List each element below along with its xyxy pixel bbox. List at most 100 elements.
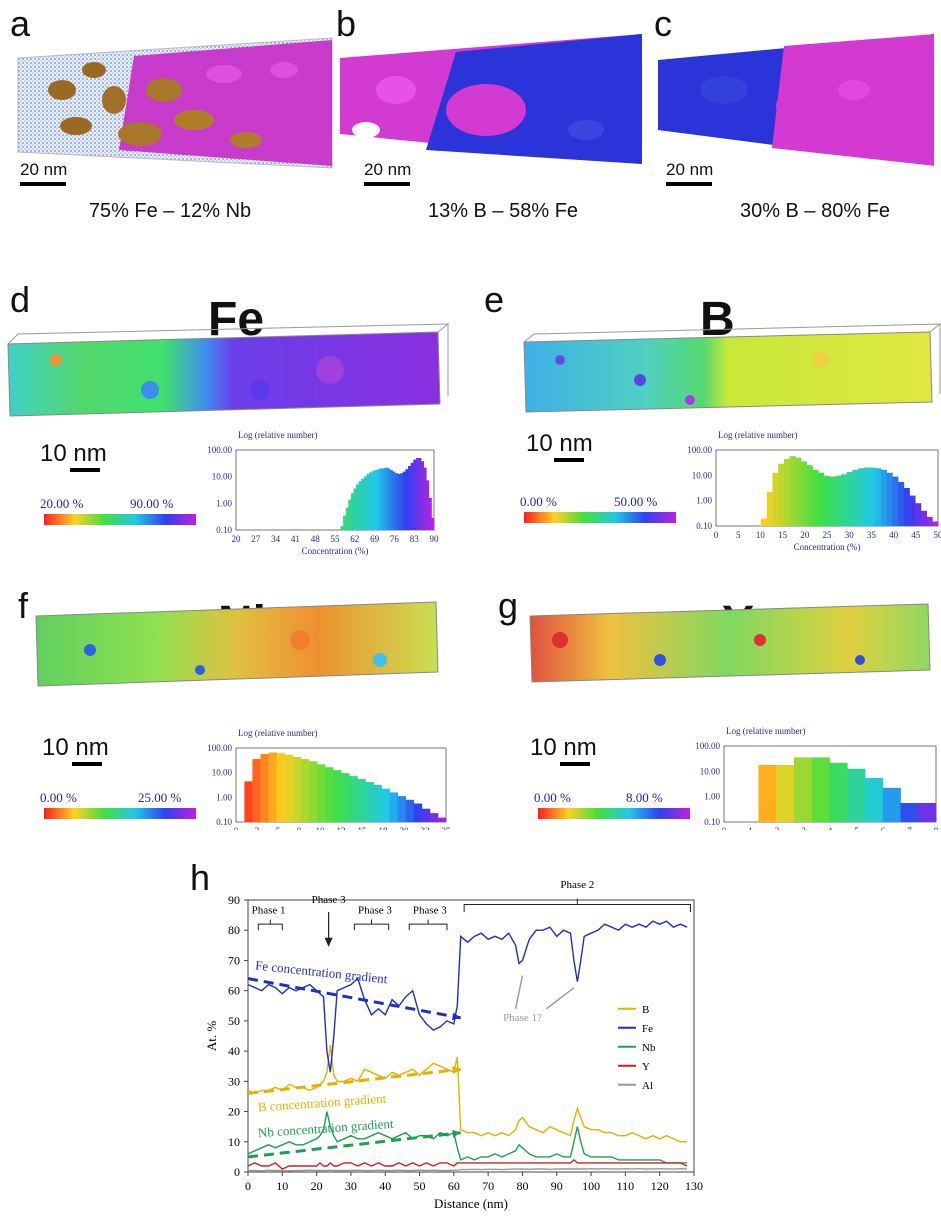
histogram-xtick: 0: [714, 530, 719, 540]
histogram-bar: [806, 465, 813, 526]
histogram-bar: [758, 765, 777, 822]
histogram-xtick: 30: [845, 530, 855, 540]
x-tick-label: 10: [276, 1179, 288, 1193]
histogram-bar: [397, 474, 401, 530]
histogram-bar: [818, 472, 825, 526]
histogram-bar: [869, 467, 876, 526]
histogram-bar: [374, 470, 378, 530]
histogram-bar: [400, 473, 404, 530]
histogram-xtick: 15: [358, 826, 368, 830]
histogram-bar: [880, 469, 888, 526]
histogram-xtick: 83: [410, 534, 420, 544]
histogram-bar: [840, 474, 848, 526]
histogram-xlabel: Concentration (%): [302, 546, 369, 556]
histogram-bar: [308, 761, 318, 822]
histogram-bar: [892, 476, 899, 526]
histogram-bar: [402, 471, 406, 530]
histogram-ylabel: Log (relative number): [238, 728, 317, 738]
arrow-phase1q-b: [546, 987, 575, 1010]
histogram-ytick: 1.00: [216, 498, 232, 508]
map-y: [529, 603, 931, 683]
histogram-xtick: 23: [421, 826, 431, 830]
legend-label-nb: Nb: [642, 1042, 656, 1054]
x-tick-label: 60: [448, 1179, 460, 1193]
histogram-xtick: 25: [442, 826, 452, 830]
histogram-ytick: 1.00: [696, 496, 712, 506]
histogram-bar: [387, 468, 391, 530]
histogram-bar: [835, 475, 842, 526]
y-tick-label: 90: [228, 893, 240, 907]
histogram-bar: [345, 507, 349, 530]
histogram-bar: [252, 759, 261, 822]
x-tick-label: 0: [245, 1179, 251, 1193]
histogram-ytick: 10.00: [692, 470, 713, 480]
histogram-xtick: 55: [331, 534, 341, 544]
map-b: [523, 323, 941, 413]
gradient-arrowhead-b: [452, 1066, 461, 1075]
histogram-bar: [316, 764, 326, 822]
histogram-xtick: 18: [379, 826, 389, 830]
histogram-bar: [428, 498, 432, 530]
histogram-xtick: 5: [854, 826, 859, 830]
histogram-bar: [847, 768, 866, 822]
histogram-ytick: 0.10: [216, 525, 232, 535]
histogram-bar: [421, 461, 425, 530]
histogram-xtick: 34: [271, 534, 281, 544]
histogram-bar: [415, 458, 419, 530]
histogram-xtick: 20: [800, 530, 810, 540]
histogram-xtick: 6: [881, 826, 886, 830]
annotation-phase1: Phase 1: [252, 905, 286, 917]
histogram-bar: [418, 458, 422, 530]
histogram-bar: [793, 757, 813, 822]
histogram-bar: [413, 459, 417, 530]
annotation-phase1q: Phase 1?: [503, 1012, 542, 1024]
histogram-xtick: 27: [251, 534, 261, 544]
histogram-bar: [863, 467, 870, 526]
histogram-bar: [361, 478, 365, 530]
histogram-xtick: 0: [722, 826, 727, 830]
histogram-bar: [858, 468, 865, 526]
histogram-xtick: 5: [736, 530, 741, 540]
series-line-nb: [247, 1111, 688, 1164]
histogram-fe: Log (relative number) 100.00 10.00 1.00 0.10…: [207, 430, 439, 556]
annotation-phase2: Phase 2: [560, 879, 594, 891]
histogram-bar: [384, 467, 388, 530]
annotation-phase3-a: Phase 3: [358, 905, 392, 917]
histogram-bar: [268, 752, 278, 822]
histogram-xtick: 8: [297, 826, 302, 830]
histogram-bar: [350, 493, 354, 530]
map-nb: [35, 601, 439, 687]
y-tick-label: 30: [228, 1074, 240, 1088]
histogram-xtick: 20: [400, 826, 410, 830]
histogram-xtick: 50: [934, 530, 941, 540]
y-tick-label: 20: [228, 1105, 240, 1119]
reconstruction-a: [17, 37, 333, 169]
arrowhead-phase3: [324, 937, 333, 947]
gradient-line-nb: [247, 1131, 461, 1159]
histogram-ytick: 100.00: [695, 741, 720, 751]
histogram-bar: [812, 469, 819, 526]
legend-label-al: Al: [642, 1080, 653, 1092]
histogram-b: Log (relative number) 100.00 10.00 1.00 0.10…: [687, 430, 941, 552]
histogram-ytick: 10.00: [700, 766, 721, 776]
histogram-bar: [366, 474, 370, 530]
line-profile-chart: 0 10 20 30 40 50 60 70 80 90 0 10 20 30 40 50 60 70 80 90 10…: [204, 879, 703, 1211]
histogram-bar: [875, 468, 882, 526]
histogram-bar: [389, 792, 399, 822]
histogram-bar: [920, 510, 927, 526]
histogram-bar: [408, 466, 412, 530]
x-tick-label: 50: [414, 1179, 426, 1193]
histogram-bar: [381, 788, 390, 822]
histogram-bar: [365, 782, 374, 822]
x-tick-label: 40: [379, 1179, 391, 1193]
caption-c: 30% B – 80% Fe: [739, 200, 891, 222]
histogram-bar: [900, 803, 919, 822]
y-tick-label: 0: [234, 1165, 240, 1179]
panel-label-h: h: [190, 857, 211, 898]
histogram-bar: [371, 470, 375, 530]
histogram-xtick: 13: [337, 826, 347, 830]
histogram-bar: [333, 770, 342, 822]
histogram-bar: [823, 475, 830, 526]
histogram-nb: Log (relative number) 100.00 10.00 1.00 0.10…: [207, 728, 451, 830]
histogram-bar: [357, 779, 366, 822]
